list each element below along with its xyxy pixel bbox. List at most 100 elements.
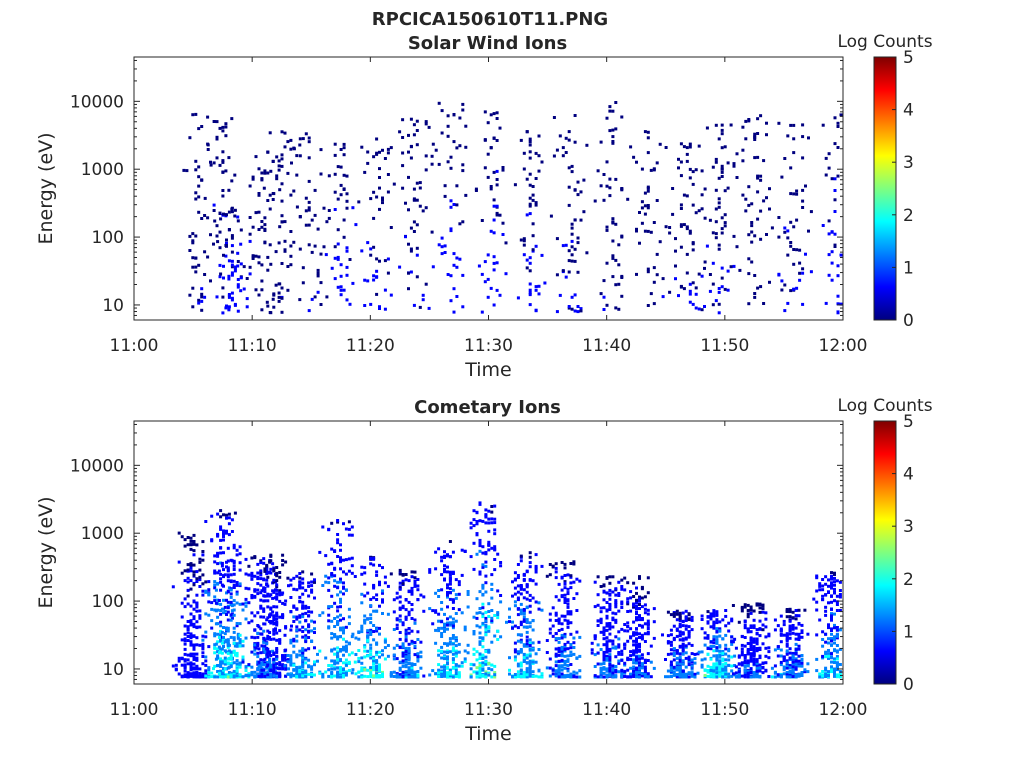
cell bbox=[519, 668, 523, 672]
cell bbox=[271, 297, 275, 301]
cell bbox=[307, 636, 311, 639]
cell bbox=[711, 303, 715, 307]
cell bbox=[259, 615, 263, 619]
cell bbox=[278, 667, 282, 671]
cell bbox=[528, 673, 532, 677]
cell bbox=[516, 563, 520, 566]
cell bbox=[484, 624, 488, 627]
cell bbox=[720, 146, 724, 150]
cell bbox=[617, 652, 621, 656]
cell bbox=[661, 277, 665, 281]
cell bbox=[363, 618, 367, 622]
cell bbox=[575, 577, 579, 581]
plot-area bbox=[133, 420, 844, 685]
cell bbox=[731, 604, 735, 607]
cell bbox=[307, 672, 311, 676]
cell bbox=[732, 164, 736, 168]
cell bbox=[283, 131, 287, 135]
cell bbox=[339, 580, 342, 584]
cell bbox=[798, 261, 802, 265]
cell bbox=[596, 619, 600, 623]
cell bbox=[271, 562, 275, 566]
cell bbox=[215, 120, 219, 124]
cell bbox=[487, 517, 491, 521]
cell bbox=[295, 628, 299, 632]
cell bbox=[259, 583, 263, 587]
cell bbox=[278, 575, 282, 579]
cell bbox=[265, 642, 269, 646]
cell bbox=[573, 259, 577, 263]
cell bbox=[217, 635, 221, 639]
cell bbox=[457, 608, 461, 612]
cell bbox=[513, 673, 517, 676]
cell bbox=[727, 672, 731, 676]
cell bbox=[714, 207, 718, 211]
cell bbox=[756, 217, 760, 221]
cell bbox=[194, 191, 198, 195]
cell bbox=[709, 640, 713, 644]
cell bbox=[475, 597, 479, 601]
cell bbox=[307, 630, 311, 634]
cell bbox=[410, 674, 414, 678]
cell bbox=[238, 568, 242, 572]
cell bbox=[492, 198, 496, 202]
cell bbox=[649, 230, 653, 234]
cell bbox=[720, 175, 724, 178]
cell bbox=[213, 586, 217, 590]
cell bbox=[289, 578, 293, 582]
cell bbox=[269, 559, 273, 563]
cell bbox=[678, 655, 682, 659]
cell bbox=[448, 579, 452, 583]
cell bbox=[795, 189, 799, 193]
cell bbox=[304, 588, 308, 592]
cell bbox=[481, 584, 485, 588]
cell bbox=[643, 603, 647, 607]
cell bbox=[472, 647, 476, 651]
cell bbox=[278, 629, 282, 633]
cell bbox=[398, 619, 402, 623]
cell bbox=[272, 670, 276, 674]
cell bbox=[213, 599, 217, 603]
cell bbox=[292, 644, 296, 648]
cell bbox=[313, 627, 316, 631]
cell bbox=[492, 136, 496, 140]
cell bbox=[195, 643, 199, 647]
cell bbox=[744, 119, 748, 123]
cell bbox=[383, 657, 387, 661]
cell bbox=[732, 162, 736, 166]
activity-burst bbox=[428, 540, 467, 679]
cell bbox=[678, 671, 682, 675]
cell bbox=[681, 643, 685, 647]
cell bbox=[522, 652, 526, 656]
cell bbox=[570, 226, 574, 230]
cell bbox=[735, 176, 739, 179]
cell bbox=[189, 587, 193, 591]
cell bbox=[746, 630, 750, 634]
cell bbox=[734, 646, 738, 650]
cell bbox=[404, 653, 408, 657]
cell bbox=[572, 670, 576, 674]
cell bbox=[481, 639, 485, 642]
cell bbox=[216, 582, 220, 586]
cell bbox=[608, 653, 612, 657]
cell bbox=[611, 256, 615, 260]
cell bbox=[519, 664, 523, 668]
cell bbox=[608, 665, 612, 668]
cell bbox=[256, 588, 260, 592]
cell bbox=[672, 673, 676, 677]
cell bbox=[723, 213, 727, 217]
cell bbox=[697, 209, 701, 213]
cell bbox=[192, 625, 196, 629]
cell bbox=[321, 525, 325, 529]
cell bbox=[207, 675, 211, 679]
cell bbox=[238, 622, 242, 626]
cell bbox=[286, 576, 290, 580]
cell bbox=[617, 609, 621, 613]
cell bbox=[366, 279, 370, 283]
cell bbox=[493, 673, 497, 677]
cell bbox=[266, 651, 270, 655]
cell bbox=[833, 142, 837, 146]
cell bbox=[727, 629, 731, 633]
cell bbox=[712, 654, 716, 658]
cell bbox=[383, 646, 387, 650]
